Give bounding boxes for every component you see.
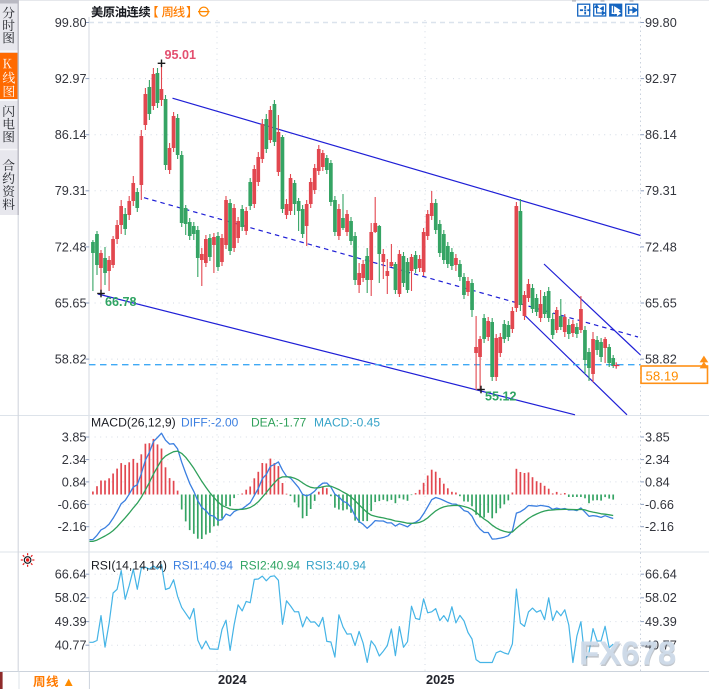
svg-text:2025: 2025 [426, 672, 454, 687]
svg-text:49.39: 49.39 [645, 615, 677, 629]
svg-text:66.64: 66.64 [645, 568, 677, 582]
svg-text:-2.16: -2.16 [58, 520, 87, 534]
svg-text:RSI2:40.94: RSI2:40.94 [240, 559, 300, 573]
svg-text:79.31: 79.31 [55, 184, 87, 198]
svg-text:-0.66: -0.66 [645, 498, 674, 512]
svg-text:0.84: 0.84 [645, 475, 670, 489]
svg-text:99.80: 99.80 [55, 16, 87, 30]
svg-text:DEA:-1.77: DEA:-1.77 [251, 416, 307, 430]
svg-text:66.64: 66.64 [55, 568, 87, 582]
svg-text:99.80: 99.80 [645, 16, 677, 30]
svg-text:FX678: FX678 [579, 635, 676, 672]
svg-text:2.34: 2.34 [62, 453, 87, 467]
svg-text:92.97: 92.97 [645, 72, 677, 86]
svg-text:65.65: 65.65 [645, 296, 677, 310]
svg-text:-2.16: -2.16 [645, 520, 674, 534]
svg-text:72.48: 72.48 [55, 240, 87, 254]
svg-text:79.31: 79.31 [645, 184, 677, 198]
svg-text:RSI3:40.94: RSI3:40.94 [306, 559, 366, 573]
svg-text:58.02: 58.02 [55, 591, 87, 605]
svg-text:72.48: 72.48 [645, 240, 677, 254]
svg-text:58.82: 58.82 [55, 353, 87, 367]
svg-text:40.77: 40.77 [55, 639, 87, 653]
svg-text:3.85: 3.85 [645, 430, 670, 444]
svg-text:MACD:-0.45: MACD:-0.45 [314, 416, 380, 430]
svg-text:40.77: 40.77 [645, 639, 677, 653]
svg-text:49.39: 49.39 [55, 615, 87, 629]
svg-text:58.02: 58.02 [645, 591, 677, 605]
svg-text:65.65: 65.65 [55, 296, 87, 310]
svg-text:55.12: 55.12 [485, 390, 517, 404]
svg-text:58.19: 58.19 [646, 368, 679, 383]
svg-text:3.85: 3.85 [62, 430, 87, 444]
svg-text:92.97: 92.97 [55, 72, 87, 86]
svg-text:2.34: 2.34 [645, 453, 670, 467]
svg-text:66.78: 66.78 [105, 295, 137, 309]
svg-text:86.14: 86.14 [55, 128, 87, 142]
svg-text:RSI(14,14,14): RSI(14,14,14) [91, 559, 167, 573]
svg-text:86.14: 86.14 [645, 128, 677, 142]
svg-text:FX678: FX678 [581, 637, 677, 673]
svg-text:2024: 2024 [218, 672, 247, 687]
svg-text:-0.66: -0.66 [58, 498, 87, 512]
svg-text:0.84: 0.84 [62, 475, 87, 489]
svg-text:95.01: 95.01 [165, 48, 197, 62]
svg-text:RSI1:40.94: RSI1:40.94 [173, 559, 233, 573]
svg-text:DIFF:-2.00: DIFF:-2.00 [181, 416, 239, 430]
svg-text:MACD(26,12,9): MACD(26,12,9) [91, 416, 176, 430]
svg-text:58.82: 58.82 [645, 353, 677, 367]
